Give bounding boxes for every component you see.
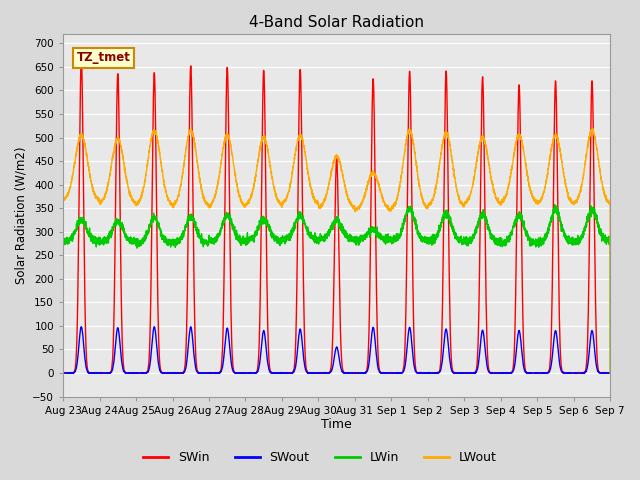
SWin bbox=[60, 370, 67, 376]
LWin bbox=[60, 237, 67, 243]
LWin bbox=[606, 239, 614, 245]
LWin bbox=[157, 229, 165, 235]
LWout bbox=[606, 199, 614, 204]
LWin bbox=[490, 240, 498, 245]
SWout bbox=[606, 370, 614, 376]
SWout bbox=[158, 370, 166, 375]
LWin bbox=[429, 239, 436, 244]
LWout bbox=[60, 197, 67, 203]
SWin bbox=[60, 370, 67, 376]
SWout bbox=[60, 370, 67, 376]
SWout bbox=[429, 370, 437, 376]
SWin bbox=[606, 370, 614, 376]
SWout bbox=[491, 370, 499, 376]
Line: SWin: SWin bbox=[63, 60, 611, 373]
SWout bbox=[460, 370, 467, 376]
LWout bbox=[460, 203, 467, 209]
LWout bbox=[316, 204, 324, 209]
SWin bbox=[460, 370, 467, 375]
LWout bbox=[607, 370, 614, 376]
SWin bbox=[158, 369, 166, 375]
Line: SWout: SWout bbox=[63, 327, 611, 373]
X-axis label: Time: Time bbox=[321, 419, 352, 432]
SWin bbox=[77, 57, 85, 62]
Y-axis label: Solar Radiation (W/m2): Solar Radiation (W/m2) bbox=[15, 146, 28, 284]
LWin bbox=[551, 202, 559, 207]
LWout bbox=[157, 163, 165, 169]
LWin bbox=[460, 237, 467, 242]
Line: LWout: LWout bbox=[63, 129, 611, 373]
SWin bbox=[607, 370, 614, 376]
LWin bbox=[316, 237, 324, 242]
SWout bbox=[607, 370, 614, 376]
LWout bbox=[429, 197, 436, 203]
Legend: SWin, SWout, LWin, LWout: SWin, SWout, LWin, LWout bbox=[138, 446, 502, 469]
LWout bbox=[490, 189, 498, 194]
SWin bbox=[317, 370, 324, 376]
Text: TZ_tmet: TZ_tmet bbox=[77, 51, 131, 64]
SWout bbox=[60, 370, 67, 376]
Title: 4-Band Solar Radiation: 4-Band Solar Radiation bbox=[249, 15, 424, 30]
SWin bbox=[491, 370, 499, 376]
SWout bbox=[317, 370, 324, 376]
SWout bbox=[150, 324, 158, 330]
Line: LWin: LWin bbox=[63, 204, 611, 373]
LWin bbox=[607, 370, 614, 376]
LWout bbox=[589, 126, 596, 132]
SWin bbox=[429, 370, 437, 376]
